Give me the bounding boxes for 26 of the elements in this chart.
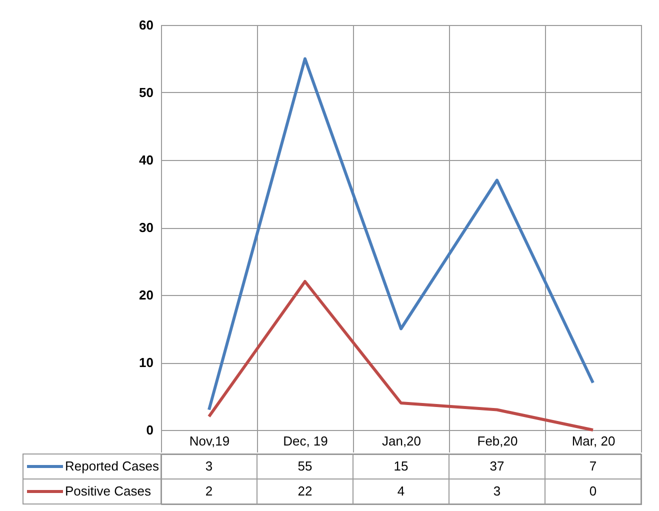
data-label: 37 (490, 458, 504, 474)
x-tick-label: Nov,19 (189, 434, 230, 448)
data-label: 0 (589, 484, 597, 498)
data-label: 22 (298, 484, 312, 498)
line-series (208, 280, 594, 432)
y-tick-label: 30 (139, 220, 154, 235)
data-label: 3 (205, 458, 213, 474)
legend-label: Reported Cases (65, 458, 160, 474)
data-label: 4 (397, 484, 405, 498)
y-tick-label: 20 (139, 288, 154, 302)
data-label: 2 (205, 484, 213, 498)
data-label: 3 (493, 484, 501, 498)
y-tick-label: 10 (139, 355, 154, 370)
data-label: 55 (298, 458, 312, 474)
x-tick-label: Feb,20 (477, 434, 518, 448)
legend-label: Positive Cases (65, 484, 152, 498)
x-tick-label: Mar, 20 (572, 434, 616, 448)
y-tick-label: 50 (139, 85, 154, 100)
x-tick-label: Jan,20 (382, 434, 422, 448)
data-label: 7 (589, 458, 597, 474)
y-tick-label: 40 (139, 152, 154, 168)
y-tick-label: 0 (146, 422, 154, 438)
line-series (208, 57, 594, 412)
y-tick-label: 60 (139, 18, 154, 32)
data-label: 15 (394, 458, 408, 474)
x-tick-label: Dec, 19 (283, 434, 328, 448)
